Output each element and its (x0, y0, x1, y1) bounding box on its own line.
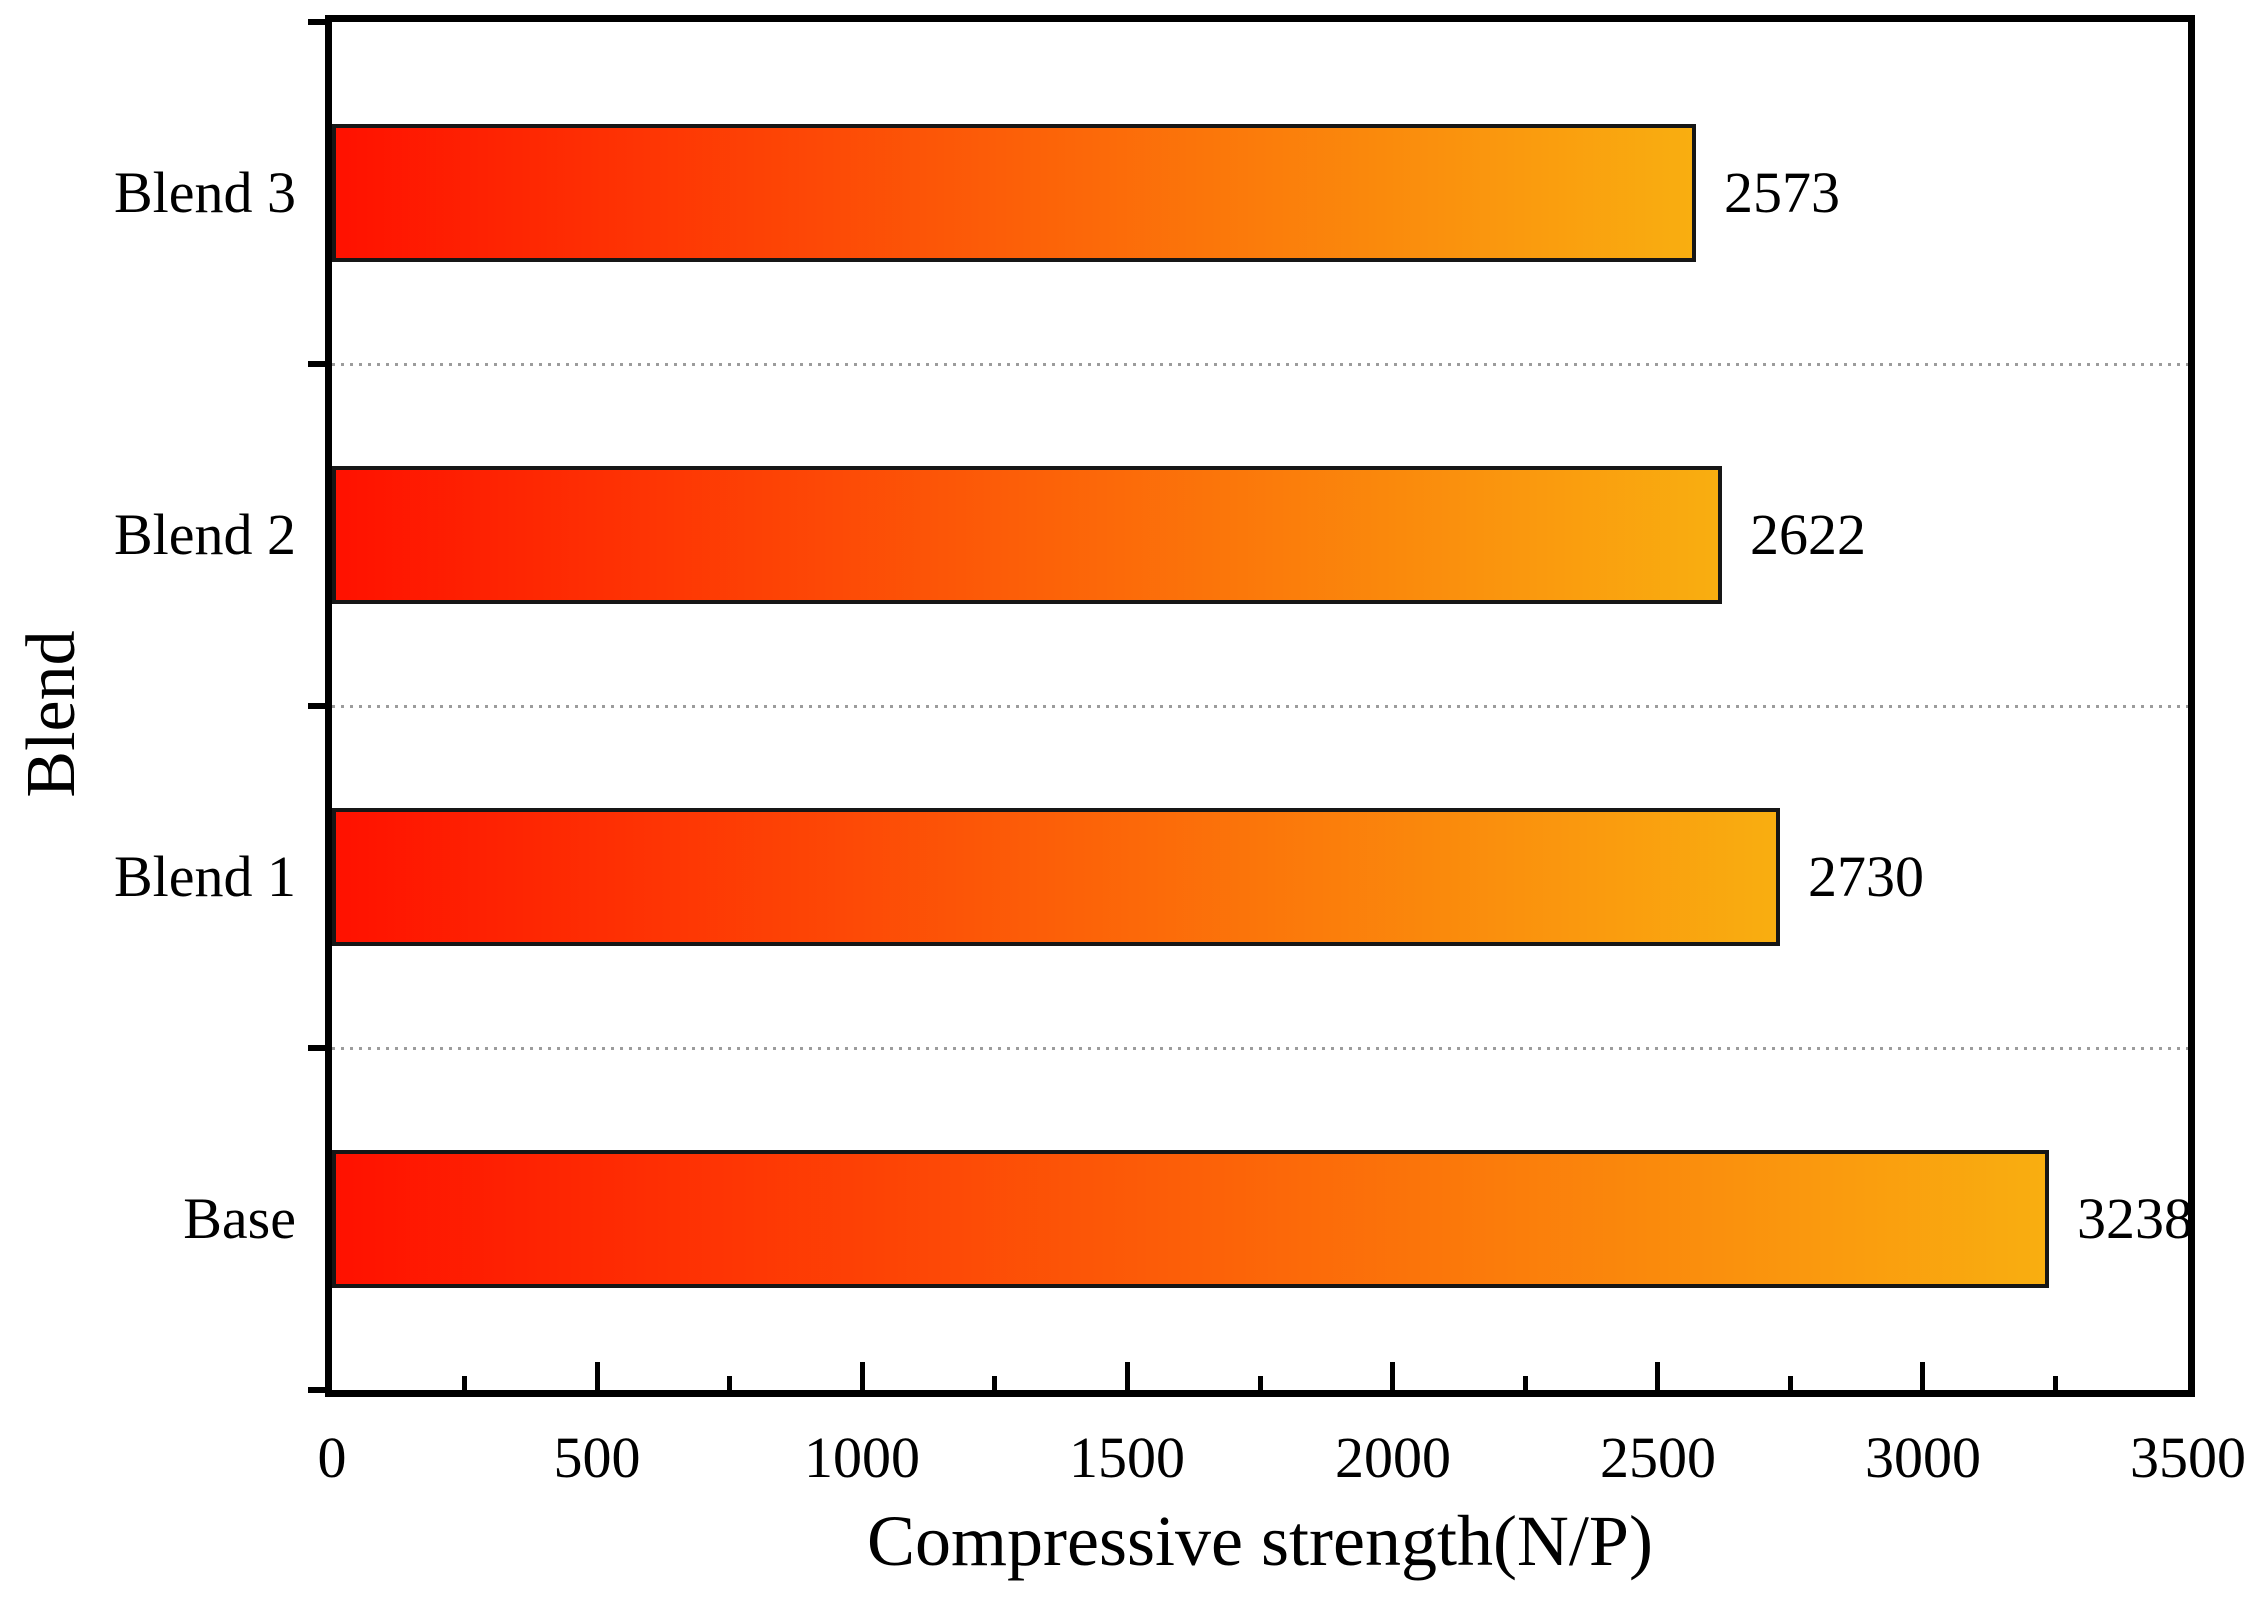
x-axis-minor-tick (1258, 1376, 1263, 1390)
bar-value-label: 2573 (1724, 160, 1840, 225)
x-tick-label: 2500 (1600, 1425, 1716, 1490)
x-tick-label: 3000 (1865, 1425, 1981, 1490)
category-label: Blend 1 (113, 844, 296, 909)
bar (332, 1150, 2049, 1288)
bar-value-label: 2730 (1808, 844, 1924, 909)
bar (332, 808, 1780, 946)
x-tick-label: 1500 (1069, 1425, 1185, 1490)
x-tick-label: 2000 (1335, 1425, 1451, 1490)
x-axis-major-tick (595, 1362, 600, 1390)
y-axis-tick (308, 361, 325, 367)
bar-value-label: 2622 (1750, 502, 1866, 567)
x-tick-label: 3500 (2130, 1425, 2246, 1490)
x-axis-major-tick (1390, 1362, 1395, 1390)
y-axis-title: Blend (13, 630, 90, 798)
x-axis-major-tick (1125, 1362, 1130, 1390)
x-axis-minor-tick (727, 1376, 732, 1390)
gridline (332, 363, 2188, 366)
x-tick-label: 500 (553, 1425, 641, 1490)
bar (332, 466, 1722, 604)
x-axis-minor-tick (1788, 1376, 1793, 1390)
x-axis-major-tick (1655, 1362, 1660, 1390)
gridline (332, 705, 2188, 708)
y-axis-tick (308, 703, 325, 709)
x-axis-title: Compressive strength(N/P) (867, 1501, 1653, 1581)
y-axis-tick (308, 19, 325, 25)
gridline (332, 1047, 2188, 1050)
x-axis-minor-tick (2053, 1376, 2058, 1390)
x-axis-major-tick (1920, 1362, 1925, 1390)
x-axis-minor-tick (1523, 1376, 1528, 1390)
x-tick-label: 0 (317, 1425, 347, 1490)
category-label: Blend 3 (113, 160, 296, 225)
x-tick-label: 1000 (804, 1425, 920, 1490)
category-label: Base (183, 1186, 296, 1251)
x-axis-minor-tick (992, 1376, 997, 1390)
category-label: Blend 2 (113, 502, 296, 567)
bar (332, 124, 1696, 262)
x-axis-minor-tick (462, 1376, 467, 1390)
bar-value-label: 3238 (2077, 1186, 2193, 1251)
x-axis-major-tick (860, 1362, 865, 1390)
y-axis-tick (308, 1387, 325, 1393)
y-axis-tick (308, 1045, 325, 1051)
